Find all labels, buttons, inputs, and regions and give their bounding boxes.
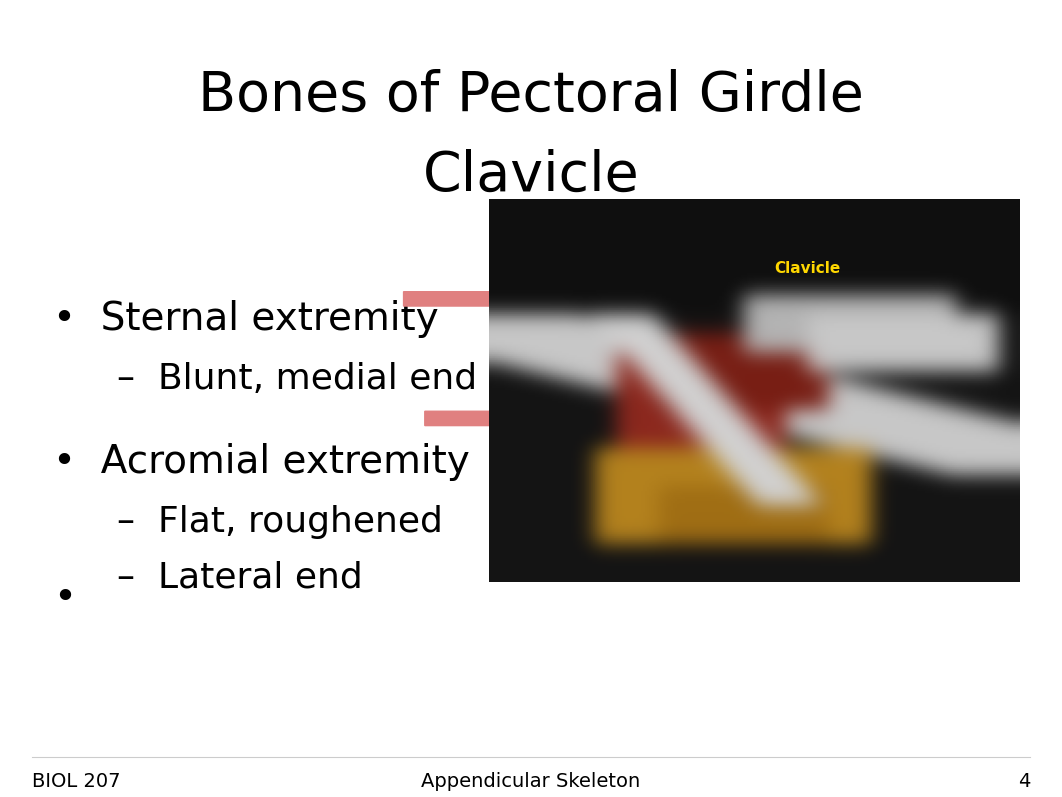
Text: –  Lateral end: – Lateral end bbox=[117, 561, 362, 595]
Text: Clavicle: Clavicle bbox=[423, 148, 639, 202]
Text: Clavicle: Clavicle bbox=[774, 261, 840, 276]
Text: 4: 4 bbox=[1017, 771, 1030, 791]
Text: •  Acromial extremity: • Acromial extremity bbox=[53, 443, 469, 481]
Text: BIOL 207: BIOL 207 bbox=[32, 771, 120, 791]
Text: Appendicular Skeleton: Appendicular Skeleton bbox=[422, 771, 640, 791]
Text: •  Sternal extremity: • Sternal extremity bbox=[53, 300, 439, 338]
FancyArrow shape bbox=[425, 409, 520, 429]
Text: Bones of Pectoral Girdle: Bones of Pectoral Girdle bbox=[198, 69, 864, 123]
FancyArrow shape bbox=[404, 289, 520, 309]
Text: –  Blunt, medial end: – Blunt, medial end bbox=[117, 362, 477, 395]
Text: –  Flat, roughened: – Flat, roughened bbox=[117, 505, 443, 539]
Text: •: • bbox=[53, 579, 76, 617]
